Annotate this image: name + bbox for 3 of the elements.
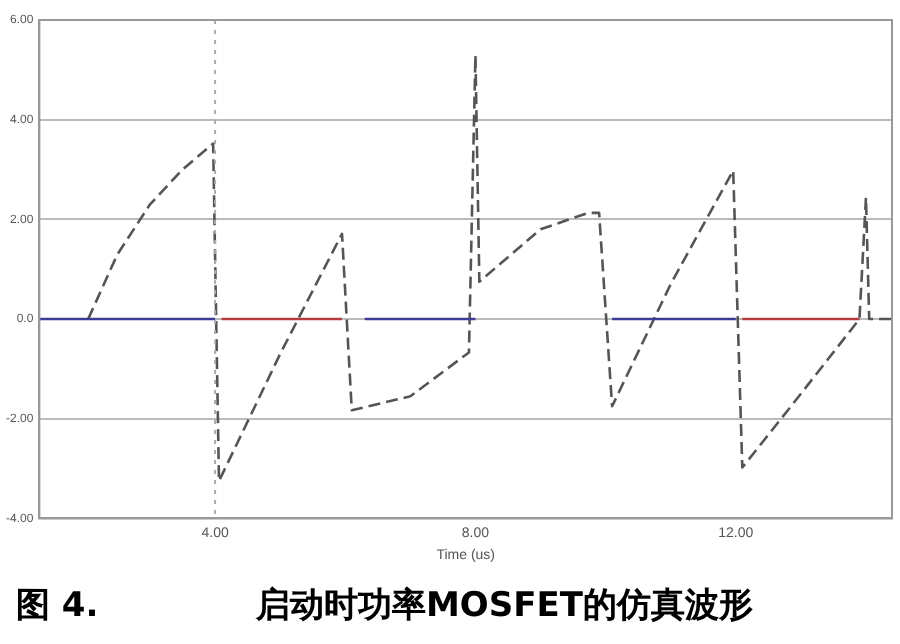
line-series bbox=[86, 54, 892, 483]
text: 启动时功率MOSFET的仿真波形 bbox=[256, 583, 753, 627]
text: 图 4. bbox=[16, 583, 101, 627]
